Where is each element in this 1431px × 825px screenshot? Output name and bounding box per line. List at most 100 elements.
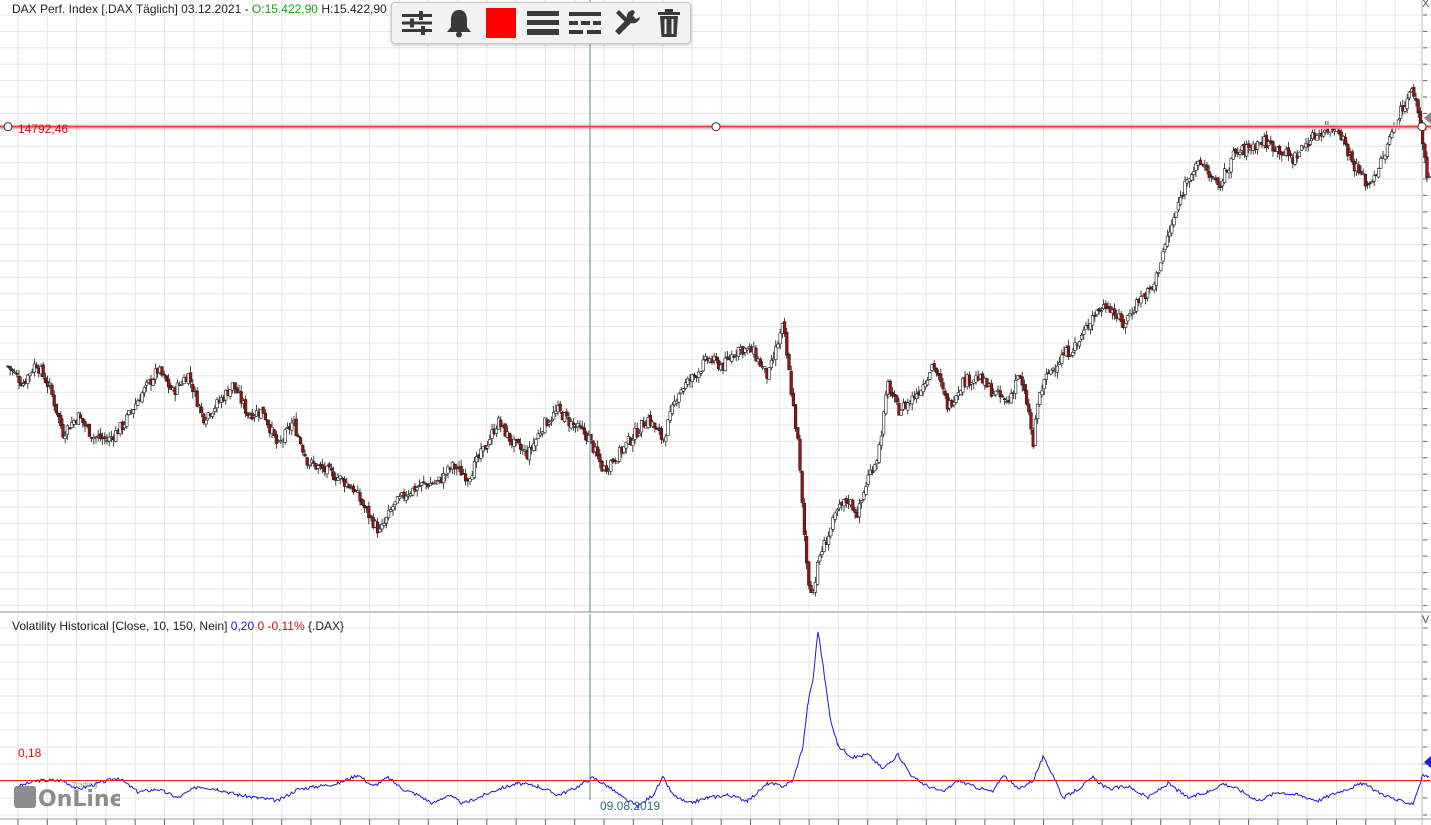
candle-body <box>17 375 21 383</box>
candle-body <box>815 562 820 585</box>
candle-body <box>1414 98 1418 101</box>
candle-body <box>369 515 373 518</box>
candle-body <box>389 509 393 512</box>
candle-body <box>697 371 701 378</box>
candle-body <box>1073 342 1077 351</box>
alarm-bell-icon[interactable] <box>438 4 480 42</box>
candle-body <box>767 367 771 380</box>
candle-body <box>1300 145 1304 151</box>
candle-body <box>683 382 688 390</box>
wrench-tools-icon[interactable] <box>606 4 648 42</box>
candle-body <box>512 438 516 447</box>
close-chart-mark[interactable]: X <box>1422 0 1430 10</box>
candle-body <box>829 527 833 537</box>
candle-body <box>730 354 734 362</box>
candle-body <box>1042 379 1046 390</box>
candle-body <box>1293 152 1297 165</box>
candle-body <box>134 403 138 410</box>
settings-sliders-icon[interactable] <box>396 4 438 42</box>
candle-body <box>479 448 483 459</box>
candle-body <box>1234 148 1238 153</box>
candle-body <box>864 486 868 495</box>
candle-body <box>21 383 26 386</box>
candle-body <box>1405 98 1409 109</box>
candle-body <box>87 423 91 437</box>
candle-body <box>76 412 80 425</box>
candle-body <box>1201 163 1205 166</box>
color-swatch[interactable] <box>480 4 522 42</box>
candle-body <box>265 419 270 426</box>
candle-body <box>1172 217 1176 226</box>
candle-body <box>474 456 479 463</box>
candle-body <box>1425 156 1429 179</box>
candle-body <box>1359 170 1363 174</box>
candle-body <box>54 403 58 414</box>
candle-body <box>615 460 619 464</box>
candle-body <box>164 375 169 382</box>
candle-body <box>551 412 556 420</box>
candle-body <box>925 379 930 386</box>
candle-body <box>701 359 705 372</box>
candle-body <box>1051 367 1055 371</box>
subchart-mark[interactable]: V <box>1422 614 1430 626</box>
candle-body <box>290 422 294 431</box>
candle-body <box>125 414 129 427</box>
candle-body <box>800 471 804 503</box>
candle-body <box>798 438 802 471</box>
candle-body <box>943 390 947 396</box>
candle-body <box>28 373 32 377</box>
candle-body <box>939 373 943 383</box>
candle-body <box>48 382 52 386</box>
candle-body <box>8 366 12 370</box>
candle-body <box>1205 164 1209 171</box>
candle-body <box>1286 147 1290 157</box>
open-value: O:15.422,90 <box>251 2 318 16</box>
candle-body <box>10 369 15 372</box>
candle-body <box>382 523 386 526</box>
candle-body <box>301 445 305 453</box>
candle-body <box>622 445 626 453</box>
candle-body <box>239 391 243 404</box>
candle-body <box>582 427 586 435</box>
candle-body <box>857 503 861 518</box>
candle-body <box>923 383 927 388</box>
price-level-label: 14792,46 <box>18 122 69 136</box>
candle-body <box>835 509 839 512</box>
candle-body <box>43 377 47 383</box>
candle-body <box>1271 141 1275 152</box>
candle-body <box>1289 153 1293 156</box>
candle-body <box>989 383 993 397</box>
candle-body <box>114 430 118 442</box>
candle-body <box>994 390 998 396</box>
line-width-icon[interactable] <box>522 4 564 42</box>
volatility-value: 0,20 <box>230 619 255 633</box>
trash-icon[interactable] <box>648 4 690 42</box>
candle-body <box>167 378 171 388</box>
candle-body <box>1020 376 1024 386</box>
candle-body <box>162 373 166 376</box>
candle-body <box>558 403 562 411</box>
candle-body <box>804 536 809 564</box>
candle-body <box>503 423 507 437</box>
candle-body <box>1132 310 1136 313</box>
candle-body <box>928 372 932 380</box>
candle-body <box>305 457 309 466</box>
candle-body <box>433 482 437 485</box>
candle-body <box>356 490 360 493</box>
candle-body <box>1229 158 1233 173</box>
logo-text: OnLine <box>38 787 120 810</box>
line-style-icon[interactable] <box>564 4 606 42</box>
candle-body <box>233 382 237 389</box>
candle-body <box>745 348 749 351</box>
candle-body <box>485 445 490 449</box>
candle-body <box>1005 400 1009 403</box>
candle-body <box>1209 175 1213 178</box>
drawing-toolbar <box>391 2 691 44</box>
line-handle <box>711 122 721 132</box>
candle-body <box>631 440 635 446</box>
volatility-symbol: {.DAX} <box>308 619 345 633</box>
candle-body <box>1388 136 1392 145</box>
candle-body <box>424 483 428 485</box>
candle-body <box>809 584 813 593</box>
